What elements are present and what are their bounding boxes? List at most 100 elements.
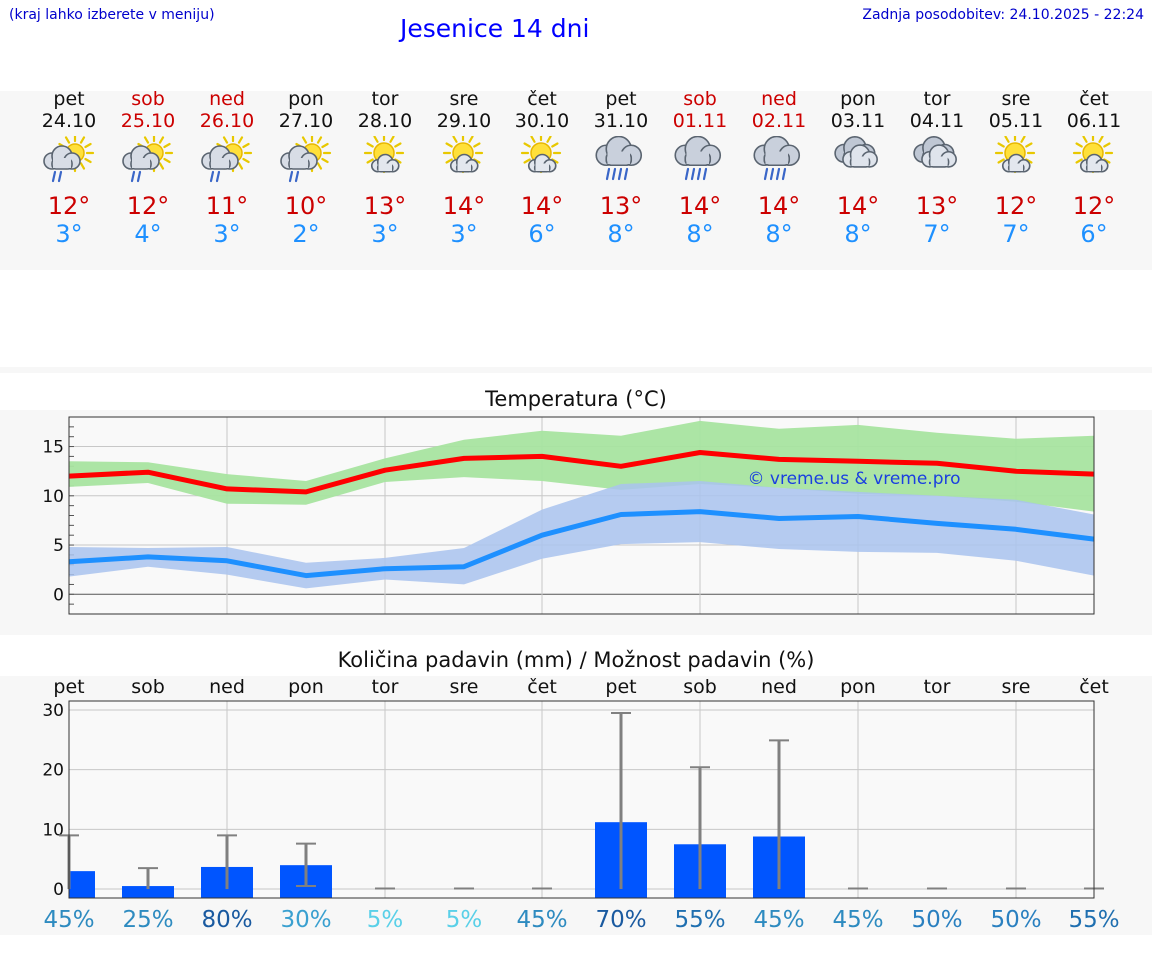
day-forecast: sob 25.10 12° 4° bbox=[110, 88, 186, 248]
max-temp: 14° bbox=[678, 192, 722, 220]
min-temp: 3° bbox=[450, 220, 478, 248]
day-forecast: ned 02.11 14° 8° bbox=[741, 88, 817, 248]
day-name: ned bbox=[761, 88, 797, 110]
min-temp: 7° bbox=[1002, 220, 1030, 248]
partly-sunny-icon bbox=[442, 136, 484, 174]
day-date: 01.11 bbox=[672, 110, 728, 132]
max-temp: 12° bbox=[994, 192, 1038, 220]
precip-x-day-label: tor bbox=[924, 676, 951, 698]
partly-sunny-icon bbox=[520, 136, 562, 174]
day-name: sob bbox=[683, 88, 717, 110]
precip-probability: 5% bbox=[367, 907, 404, 933]
max-temp: 10° bbox=[284, 192, 328, 220]
precip-x-day-label: sre bbox=[450, 676, 479, 698]
max-temp: 11° bbox=[205, 192, 249, 220]
partly-sunny-icon bbox=[994, 136, 1036, 174]
last-updated: Zadnja posodobitev: 24.10.2025 - 22:24 bbox=[862, 7, 1144, 23]
min-temp-range-band bbox=[69, 481, 1094, 589]
precip-x-day-label: tor bbox=[372, 676, 399, 698]
precip-x-day-label: čet bbox=[527, 676, 557, 698]
day-forecast: tor 04.11 13° 7° bbox=[899, 88, 975, 248]
precip-probability: 70% bbox=[595, 907, 646, 933]
precipitation-chart: pet sob ned pon tor sre čet pet sob ned pon tor sre č… bbox=[42, 676, 1119, 933]
precip-x-day-label: pet bbox=[53, 676, 84, 698]
max-temp: 14° bbox=[442, 192, 486, 220]
min-temp: 7° bbox=[923, 220, 951, 248]
precip-probability: 45% bbox=[753, 907, 804, 933]
precip-bar bbox=[122, 886, 174, 898]
precip-probability: 45% bbox=[516, 907, 567, 933]
min-temp: 8° bbox=[765, 220, 793, 248]
partly-sunny-showers-icon bbox=[122, 136, 174, 183]
min-temp: 8° bbox=[686, 220, 714, 248]
temp-y-tick: 5 bbox=[53, 536, 64, 556]
day-name: pon bbox=[288, 88, 324, 110]
min-temp: 3° bbox=[55, 220, 83, 248]
day-name: pet bbox=[53, 88, 85, 110]
day-date: 06.11 bbox=[1066, 110, 1122, 132]
precip-x-day-label: sob bbox=[131, 676, 165, 698]
cloudy-icon bbox=[913, 136, 957, 168]
precip-y-tick: 0 bbox=[53, 880, 64, 900]
chart-watermark: © vreme.us & vreme.pro bbox=[747, 469, 960, 489]
min-temp: 8° bbox=[607, 220, 635, 248]
precip-probability: 55% bbox=[1068, 907, 1119, 933]
precip-x-day-label: sre bbox=[1002, 676, 1031, 698]
precip-probability: 80% bbox=[201, 907, 252, 933]
partly-sunny-icon bbox=[363, 136, 405, 174]
min-temp: 8° bbox=[844, 220, 872, 248]
day-date: 04.11 bbox=[909, 110, 965, 132]
precip-probability: 45% bbox=[832, 907, 883, 933]
max-temp: 13° bbox=[599, 192, 643, 220]
day-forecast: pet 24.10 12° 3° bbox=[31, 88, 107, 248]
day-name: sre bbox=[449, 88, 479, 110]
max-temp: 13° bbox=[363, 192, 407, 220]
rain-cloud-icon bbox=[753, 136, 801, 181]
precip-probability: 50% bbox=[911, 907, 962, 933]
partly-sunny-icon bbox=[1072, 136, 1114, 174]
day-name: čet bbox=[527, 88, 557, 110]
min-temp: 3° bbox=[213, 220, 241, 248]
day-forecast: tor 28.10 13° 3° bbox=[347, 88, 423, 248]
max-temp: 12° bbox=[1072, 192, 1116, 220]
forecast-strip-background bbox=[0, 91, 1152, 270]
day-forecast: pon 03.11 14° 8° bbox=[820, 88, 896, 248]
max-temp: 14° bbox=[757, 192, 801, 220]
max-temp-line bbox=[68, 450, 1095, 495]
temp-y-tick: 10 bbox=[42, 487, 64, 507]
day-name: ned bbox=[209, 88, 245, 110]
separator-band bbox=[0, 367, 1152, 373]
day-forecast: sre 29.10 14° 3° bbox=[426, 88, 502, 248]
temp-y-tick: 0 bbox=[53, 585, 64, 605]
min-temp: 4° bbox=[134, 220, 162, 248]
max-temp: 14° bbox=[836, 192, 880, 220]
day-date: 30.10 bbox=[514, 110, 570, 132]
region-hint[interactable]: (kraj lahko izberete v meniju) bbox=[9, 7, 215, 23]
day-name: sob bbox=[131, 88, 165, 110]
day-date: 29.10 bbox=[436, 110, 492, 132]
precip-x-day-label: ned bbox=[761, 676, 797, 698]
precip-plot-area bbox=[69, 701, 1094, 898]
day-date: 05.11 bbox=[988, 110, 1044, 132]
partly-sunny-showers-icon bbox=[280, 136, 332, 183]
day-name: pon bbox=[840, 88, 876, 110]
day-date: 25.10 bbox=[120, 110, 176, 132]
precip-bar bbox=[69, 871, 95, 898]
precip-y-tick: 20 bbox=[42, 761, 64, 781]
temperature-chart-title: Temperatura (°C) bbox=[485, 387, 667, 411]
precip-x-day-label: pet bbox=[605, 676, 636, 698]
precip-probability: 30% bbox=[280, 907, 331, 933]
precip-y-tick: 30 bbox=[42, 701, 64, 721]
precip-x-day-label: sob bbox=[683, 676, 717, 698]
min-temp: 6° bbox=[528, 220, 556, 248]
precip-probability: 25% bbox=[122, 907, 173, 933]
precip-x-day-label: čet bbox=[1079, 676, 1109, 698]
precip-plot-frame bbox=[68, 700, 1095, 899]
day-date: 27.10 bbox=[278, 110, 334, 132]
max-temp: 12° bbox=[126, 192, 170, 220]
day-name: tor bbox=[371, 88, 399, 110]
max-temp: 12° bbox=[47, 192, 91, 220]
day-name: tor bbox=[923, 88, 951, 110]
day-name: sre bbox=[1001, 88, 1031, 110]
day-forecast: čet 06.11 12° 6° bbox=[1056, 88, 1132, 248]
